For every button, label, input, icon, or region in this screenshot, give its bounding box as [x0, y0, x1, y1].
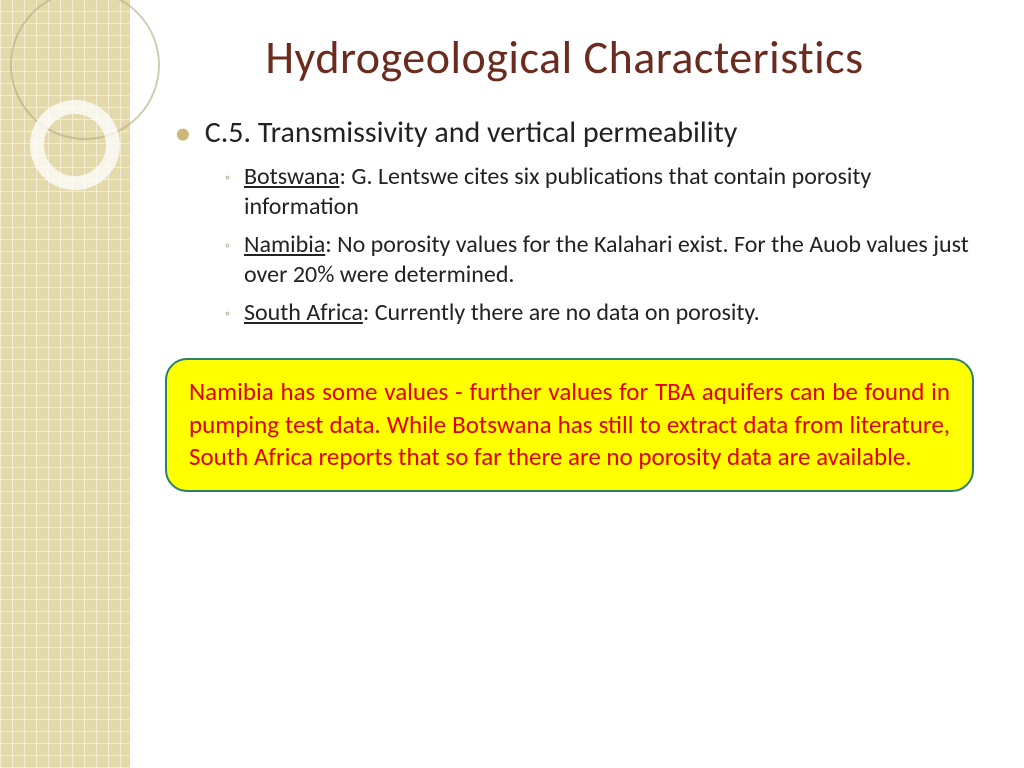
bullet-ring-icon: ◦	[225, 305, 230, 323]
bullet-dot-icon: ●	[175, 114, 191, 152]
highlight-callout: Namibia has some values - further values…	[165, 358, 974, 492]
bullet-ring-icon: ◦	[225, 237, 230, 255]
bullet-ring-icon: ◦	[225, 169, 230, 187]
slide-content: Hydrogeological Characteristics ● C.5. T…	[145, 30, 984, 492]
country-label: South Africa	[244, 298, 363, 327]
sub-bullet-body: : G. Lentswe cites six publications that…	[244, 162, 871, 221]
sub-bullet-body: : Currently there are no data on porosit…	[363, 298, 760, 327]
sub-bullet-text: Botswana: G. Lentswe cites six publicati…	[244, 162, 974, 222]
sub-bullet-body: : No porosity values for the Kalahari ex…	[244, 230, 969, 289]
sub-bullet-text: South Africa: Currently there are no dat…	[244, 298, 760, 328]
decorative-circle-small	[30, 100, 120, 190]
sub-bullet: ◦ South Africa: Currently there are no d…	[225, 298, 974, 328]
country-label: Namibia	[244, 230, 325, 259]
sub-bullet: ◦ Botswana: G. Lentswe cites six publica…	[225, 162, 974, 222]
slide-title: Hydrogeological Characteristics	[145, 30, 984, 86]
main-bullet: ● C.5. Transmissivity and vertical perme…	[175, 114, 984, 152]
main-bullet-text: C.5. Transmissivity and vertical permeab…	[205, 114, 738, 151]
sub-bullet-text: Namibia: No porosity values for the Kala…	[244, 230, 974, 290]
country-label: Botswana	[244, 162, 340, 191]
sub-bullet: ◦ Namibia: No porosity values for the Ka…	[225, 230, 974, 290]
